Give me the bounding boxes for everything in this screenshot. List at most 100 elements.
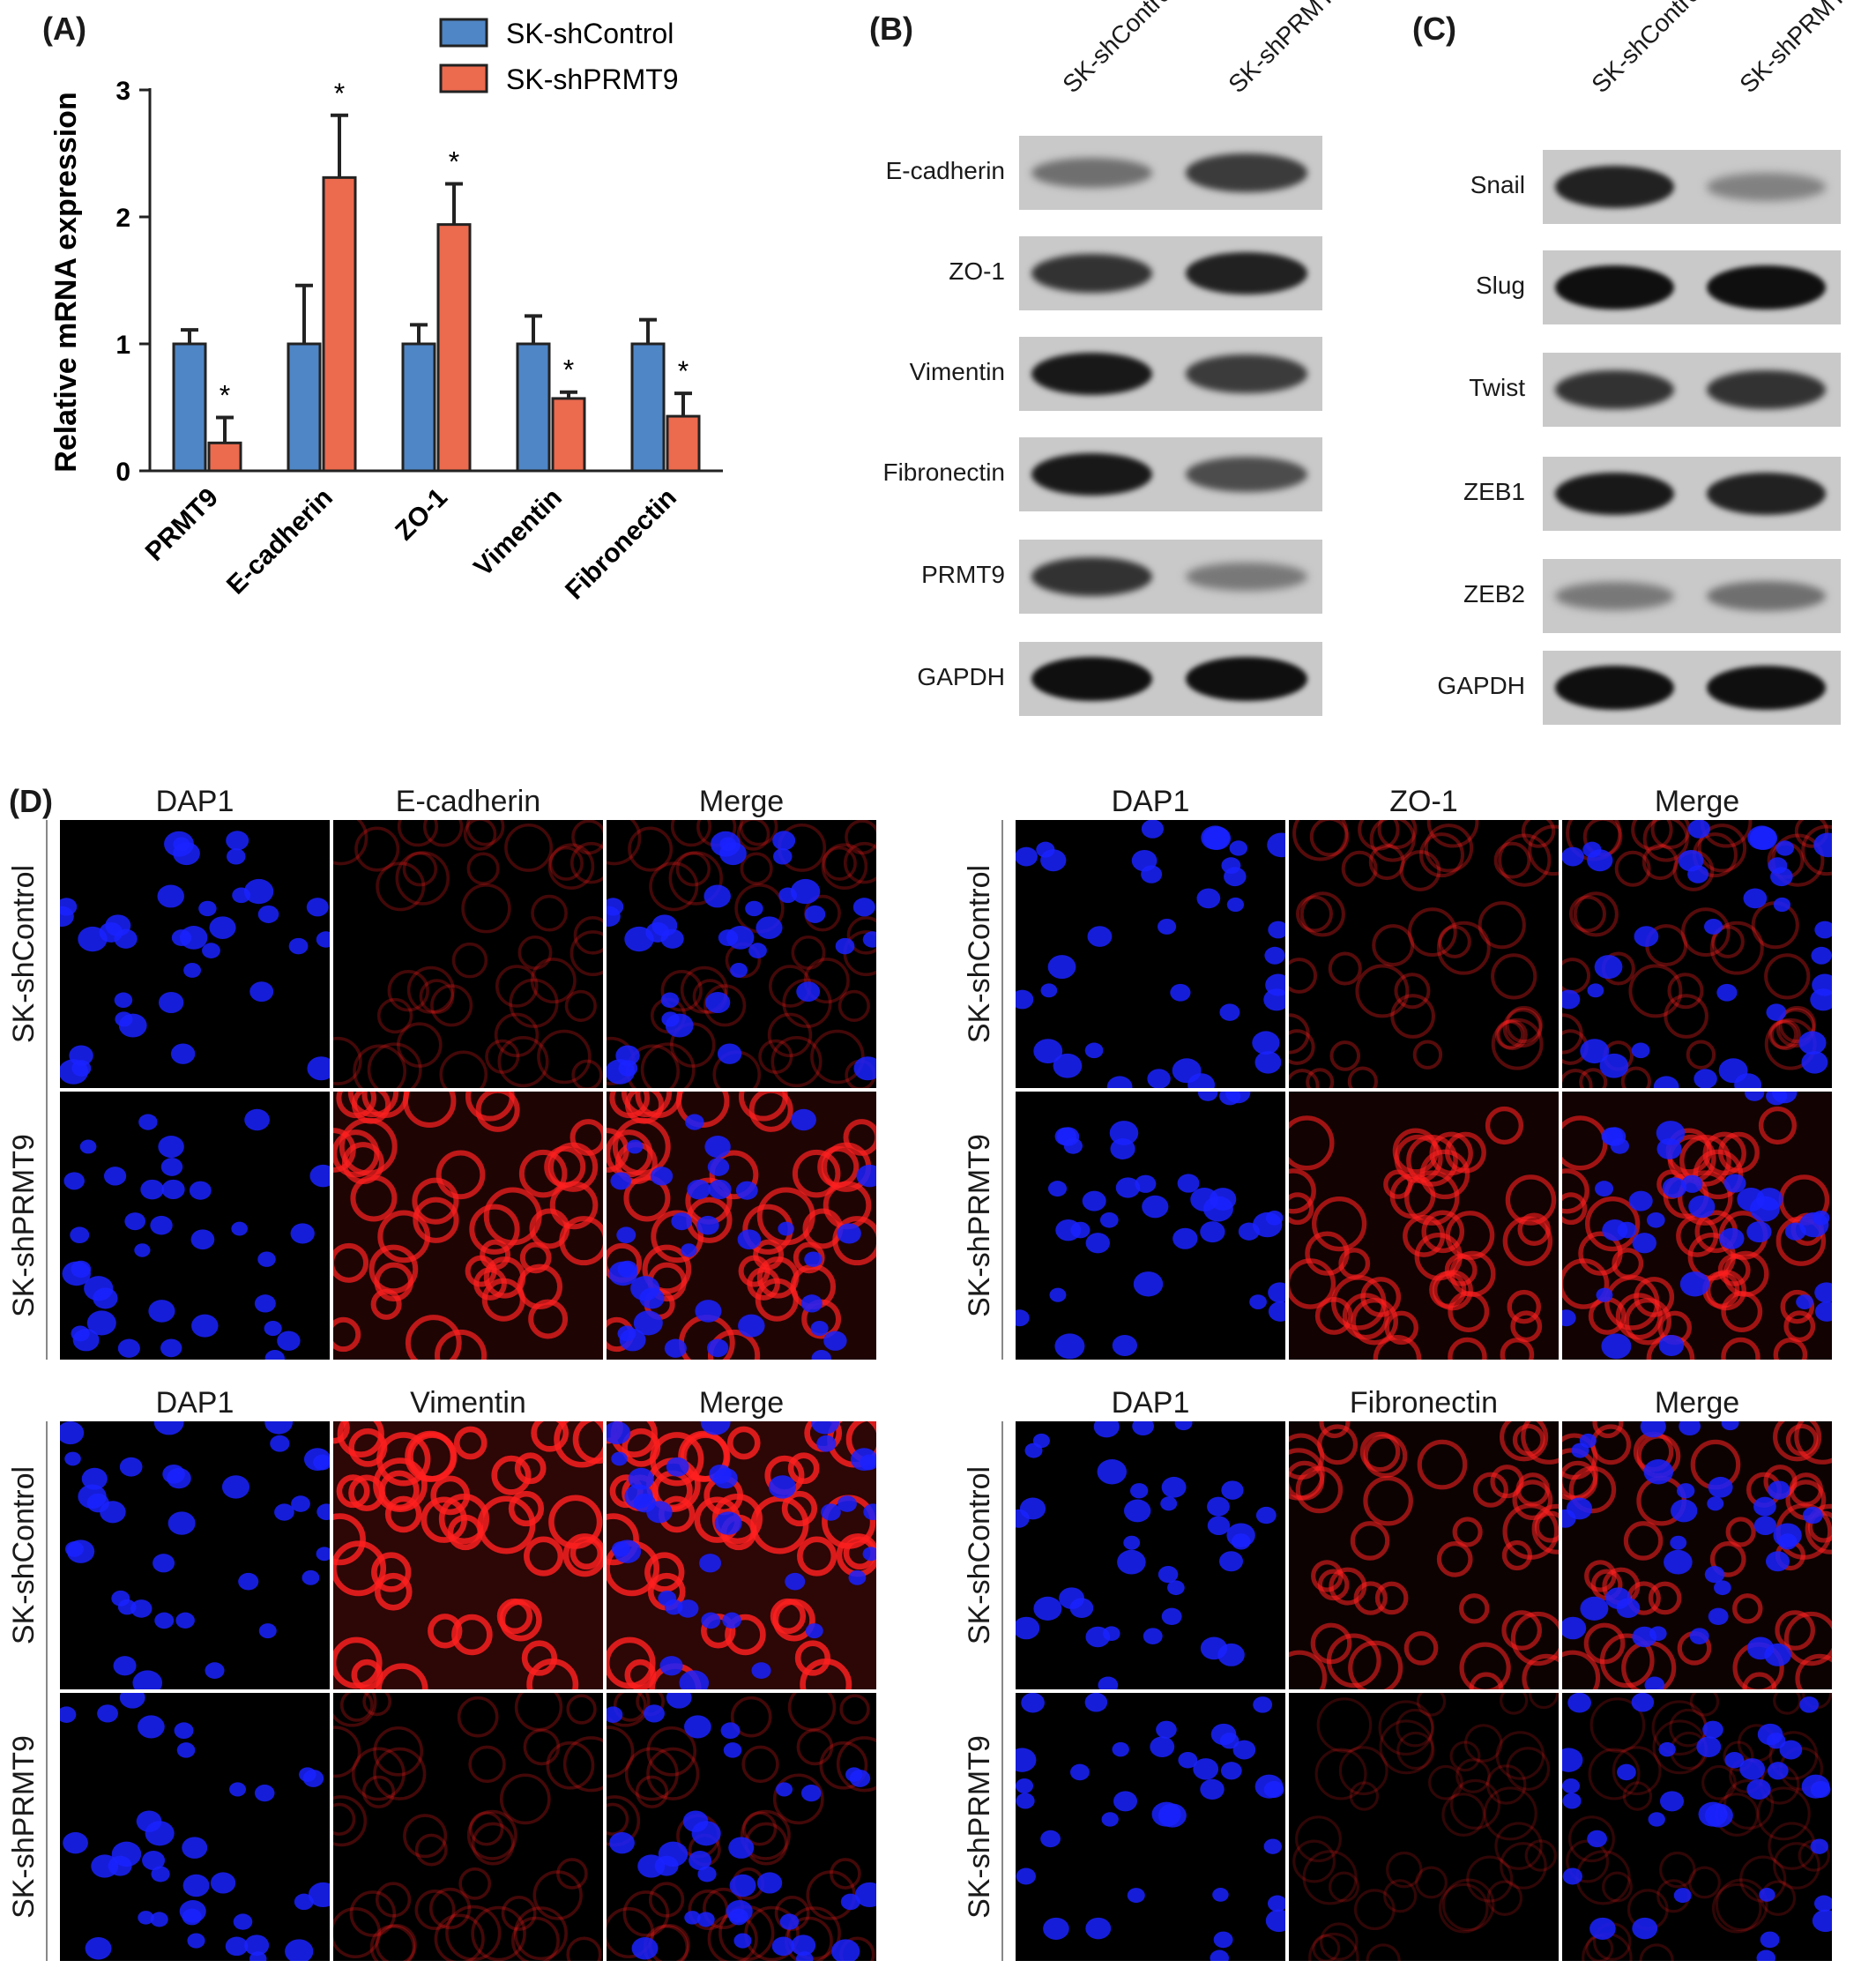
- channel-header: DAP1: [1111, 1386, 1190, 1420]
- microscopy-image: [1016, 820, 1285, 1088]
- significance-star: *: [563, 354, 574, 386]
- channel-header: Merge: [1654, 785, 1740, 818]
- microscopy-image: [607, 820, 876, 1088]
- blot-band: [1031, 352, 1153, 396]
- y-tick-label: 3: [115, 77, 130, 106]
- condition-label: SK-shControl: [963, 864, 996, 1044]
- blot-band: [1706, 369, 1827, 410]
- condition-label: SK-shPRMT9: [963, 1735, 996, 1919]
- lane-label: SK-shPRMT9: [1223, 0, 1350, 99]
- blot-band: [1186, 153, 1307, 192]
- microscopy-image: [333, 1693, 603, 1961]
- blot-band: [1031, 556, 1153, 597]
- bar-sk-shcontrol-e-cadherin: [287, 342, 322, 473]
- channel-header: Merge: [698, 785, 785, 818]
- bar-sk-shprmt9-fibronectin: [666, 414, 701, 473]
- blot-row-label: ZO-1: [949, 257, 1005, 285]
- microscopy-image: [1016, 1693, 1285, 1961]
- blot-band: [1706, 665, 1827, 711]
- significance-star: *: [220, 380, 230, 412]
- microscopy-image: [1016, 1421, 1285, 1689]
- blot-strip: [1543, 150, 1841, 224]
- blot-band: [1186, 252, 1307, 294]
- blot-row-label: GAPDH: [917, 663, 1005, 690]
- blot-strip: [1019, 437, 1322, 511]
- legend-swatch: [439, 18, 488, 48]
- blot-band: [1186, 456, 1307, 493]
- microscopy-image: [1289, 820, 1559, 1088]
- x-tick-label: PRMT9: [140, 483, 224, 567]
- microscopy-image: [1562, 1421, 1832, 1689]
- panel-label-a: (A): [42, 11, 86, 47]
- condition-label: SK-shPRMT9: [963, 1134, 996, 1317]
- microscopy-image: [333, 1092, 603, 1360]
- microscopy-image: [333, 1421, 603, 1689]
- blot-band: [1186, 656, 1307, 702]
- row-divider: [46, 820, 48, 1360]
- channel-header: DAP1: [1111, 785, 1190, 818]
- microscopy-image: [607, 1693, 876, 1961]
- blot-band: [1031, 656, 1153, 702]
- blot-strip: [1019, 337, 1322, 411]
- blot-band: [1186, 562, 1307, 592]
- blot-band: [1706, 473, 1827, 515]
- microscopy-image: [1562, 1092, 1832, 1360]
- blot-band: [1554, 265, 1674, 310]
- bar-sk-shcontrol-zo-1: [401, 342, 436, 473]
- y-tick-label: 2: [115, 204, 130, 233]
- blot-strip: [1543, 651, 1841, 725]
- blot-band: [1031, 253, 1153, 294]
- row-divider: [1001, 820, 1003, 1360]
- channel-header: DAP1: [155, 785, 234, 818]
- blot-row-label: Vimentin: [909, 358, 1005, 385]
- channel-header: Fibronectin: [1349, 1386, 1499, 1420]
- blot-row-label: ZEB2: [1463, 580, 1525, 608]
- y-tick-label: 0: [115, 458, 130, 487]
- blot-band: [1554, 369, 1674, 410]
- y-tick-label: 1: [115, 331, 130, 360]
- microscopy-image: [60, 1693, 330, 1961]
- blot-band: [1554, 581, 1674, 611]
- blot-band: [1706, 580, 1827, 612]
- condition-label: SK-shControl: [7, 864, 41, 1044]
- microscopy-image: [1016, 1092, 1285, 1360]
- blot-band: [1554, 665, 1674, 711]
- bar-sk-shprmt9-vimentin: [551, 397, 586, 473]
- lane-label: SK-shControl: [1586, 0, 1710, 99]
- bar-sk-shcontrol-vimentin: [516, 342, 551, 473]
- significance-star: *: [334, 78, 345, 109]
- blot-row-label: ZEB1: [1463, 478, 1525, 505]
- bar-sk-shprmt9-e-cadherin: [322, 175, 357, 473]
- legend-swatch: [439, 63, 488, 93]
- legend-entry: SK-shControl: [506, 18, 674, 49]
- x-tick-label: ZO-1: [390, 483, 453, 547]
- blot-strip: [1019, 136, 1322, 210]
- channel-header: DAP1: [155, 1386, 234, 1420]
- panel-label-c: (C): [1412, 11, 1456, 47]
- panel-label-b: (B): [869, 11, 913, 47]
- microscopy-image: [60, 1092, 330, 1360]
- x-tick-label: E-cadherin: [221, 483, 339, 600]
- channel-header: Merge: [1654, 1386, 1740, 1420]
- blot-strip: [1019, 540, 1322, 614]
- blot-strip: [1543, 353, 1841, 427]
- significance-star: *: [678, 355, 689, 387]
- condition-label: SK-shControl: [963, 1465, 996, 1645]
- blot-band: [1554, 472, 1674, 516]
- blot-row-label: Slug: [1475, 272, 1525, 299]
- blot-row-label: PRMT9: [921, 561, 1005, 588]
- condition-label: SK-shPRMT9: [7, 1735, 41, 1919]
- microscopy-image: [60, 820, 330, 1088]
- microscopy-image: [1289, 1421, 1559, 1689]
- blot-strip: [1019, 642, 1322, 716]
- blot-row-label: E-cadherin: [885, 157, 1005, 184]
- blot-band: [1706, 265, 1827, 310]
- blot-band: [1186, 354, 1307, 393]
- row-divider: [1001, 1421, 1003, 1961]
- blot-row-label: Fibronectin: [882, 458, 1005, 486]
- microscopy-image: [607, 1092, 876, 1360]
- microscopy-image: [1289, 1092, 1559, 1360]
- blot-band: [1554, 166, 1674, 208]
- microscopy-image: [333, 820, 603, 1088]
- significance-star: *: [449, 146, 459, 178]
